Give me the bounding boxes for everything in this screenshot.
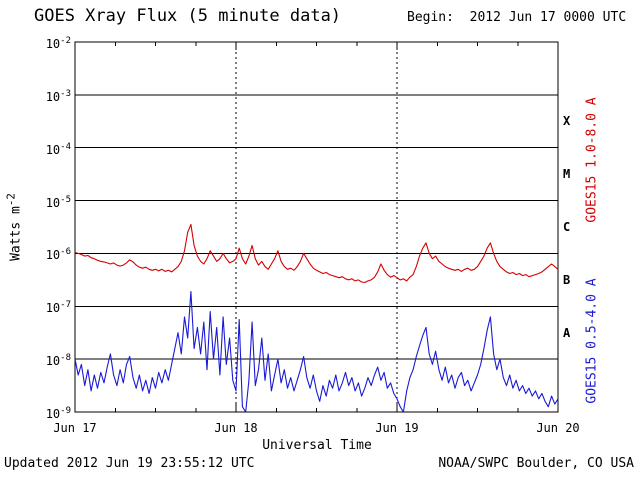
flare-class-label: C: [563, 220, 571, 234]
x-axis-title: Universal Time: [262, 438, 372, 453]
y-tick-label: 10-6: [45, 247, 71, 263]
flare-class-label: B: [563, 272, 571, 287]
x-tick-label: Jun 17: [53, 421, 97, 435]
y-tick-label: 10-7: [45, 300, 71, 316]
series-label-short-channel: GOES15 0.5-4.0 A: [584, 278, 600, 404]
flare-class-label: A: [563, 325, 571, 340]
source-credit: NOAA/SWPC Boulder, CO USA: [438, 456, 634, 471]
flux-series-0: [74, 223, 559, 284]
flux-series-1: [74, 290, 559, 413]
y-tick-label: 10-2: [45, 36, 71, 51]
y-tick-label: 10-9: [45, 406, 71, 421]
x-tick-label: Jun 19: [375, 421, 419, 435]
y-tick-label: 10-8: [45, 353, 71, 369]
begin-timestamp: Begin: 2012 Jun 17 0000 UTC: [407, 10, 627, 25]
flare-class-label: X: [563, 114, 571, 129]
y-tick-label: 10-4: [45, 141, 71, 157]
series-label-long-channel: GOES15 1.0-8.0 A: [584, 97, 600, 223]
y-tick-label: 10-3: [45, 88, 71, 104]
x-tick-label: Jun 20: [536, 421, 580, 435]
plot-frame: [74, 41, 559, 413]
updated-timestamp: Updated 2012 Jun 19 23:55:12 UTC: [4, 456, 255, 471]
x-tick-label: Jun 18: [214, 421, 258, 435]
chart-title: GOES Xray Flux (5 minute data): [34, 6, 342, 26]
flare-class-label: M: [563, 167, 571, 182]
y-tick-label: 10-5: [45, 194, 71, 210]
